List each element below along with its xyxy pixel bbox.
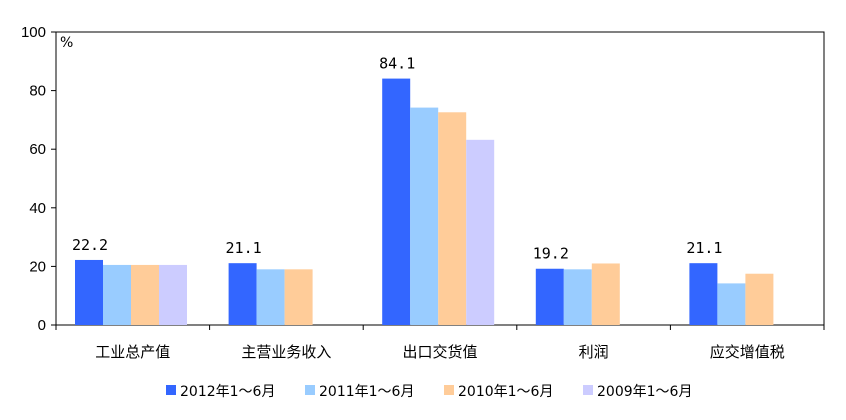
legend-swatch [305, 385, 315, 395]
y-tick-label: 60 [29, 141, 46, 158]
y-tick-label: 100 [21, 24, 46, 41]
data-label: 21.1 [226, 239, 262, 257]
bar [689, 263, 718, 325]
bar [591, 263, 620, 325]
legend-swatch [166, 385, 176, 395]
x-axis: 工业总产值 主营业务收入 出口交货值 利润 应交增值税 [55, 325, 825, 361]
x-category-label: 利润 [579, 343, 609, 361]
bars [75, 78, 774, 326]
data-label: 21.1 [686, 239, 722, 257]
data-label: 84.1 [379, 55, 415, 73]
bar [438, 112, 467, 325]
legend-swatch [444, 385, 454, 395]
bar [563, 269, 592, 325]
legend-label: 2011年1～6月 [319, 384, 414, 400]
y-unit-label: % [60, 35, 73, 51]
bar [103, 264, 131, 325]
bar [466, 139, 495, 325]
bar [75, 259, 103, 325]
bar [745, 273, 774, 325]
data-label: 19.2 [533, 245, 569, 263]
y-tick-label: 20 [29, 258, 46, 275]
y-tick-label: 80 [29, 83, 46, 100]
data-labels: 22.2 21.1 84.1 19.2 21.1 [72, 55, 723, 263]
bar [717, 283, 746, 325]
x-category-label: 主营业务收入 [241, 343, 331, 361]
bar [284, 269, 313, 325]
bar [382, 78, 411, 325]
legend-swatch [583, 385, 593, 395]
x-category-label: 出口交货值 [402, 343, 477, 361]
x-category-label: 应交增值税 [710, 343, 785, 361]
x-category-label: 工业总产值 [95, 343, 170, 361]
y-tick-label: 0 [38, 317, 46, 334]
bar [535, 268, 564, 325]
legend-label: 2012年1～6月 [180, 384, 275, 400]
bar [410, 107, 439, 326]
data-label: 22.2 [72, 236, 108, 254]
bar [256, 269, 285, 325]
bar [228, 263, 257, 325]
legend-label: 2010年1～6月 [458, 384, 553, 400]
legend: 2012年1～6月 2011年1～6月 2010年1～6月 2009年1～6月 [166, 384, 692, 400]
bar [131, 264, 159, 325]
legend-label: 2009年1～6月 [597, 384, 692, 400]
y-axis: 0 20 40 60 80 100 [21, 24, 56, 334]
y-tick-label: 40 [29, 200, 46, 217]
bar [159, 264, 187, 325]
